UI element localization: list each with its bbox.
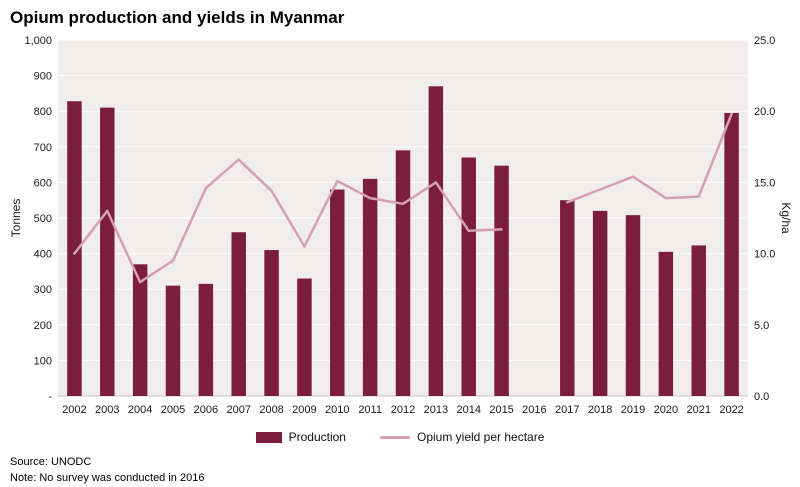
chart-legend: Production Opium yield per hectare [8,427,792,447]
production-bar-2011 [362,179,378,397]
production-bar-2012 [395,150,411,397]
production-bar-2018 [592,211,608,397]
left-tick-label: 500 [34,213,52,225]
x-tick-label: 2005 [161,404,185,416]
production-bar-2019 [625,215,641,397]
left-tick-label: 300 [34,285,52,297]
left-tick-label: 400 [34,249,52,261]
x-tick-label: 2021 [686,404,710,416]
chart-footnotes: Source: UNODC Note: No survey was conduc… [10,455,792,486]
left-tick-label: 700 [34,142,52,154]
yield-line [566,113,733,204]
production-bar-2010 [330,189,345,397]
x-tick-label: 2022 [719,404,743,416]
yield-line [73,158,503,284]
right-tick-label: 0.0 [754,391,769,403]
production-swatch-icon [255,431,282,443]
production-yield-chart: - 100 200 300 400 500 600 700 800 900 1,000 0.0 5.0 1… [9,35,793,416]
yield-line-swatch-icon [379,435,410,439]
production-bar-2015 [494,166,509,397]
production-bar-2006 [198,284,214,397]
production-bar-2004 [132,264,148,397]
right-tick-label: 5.0 [754,320,769,332]
x-tick-label: 2011 [358,404,382,416]
production-bar-2008 [264,250,279,397]
x-tick-label: 2020 [654,404,678,416]
production-bar-2021 [691,245,706,397]
x-tick-label: 2010 [325,404,349,416]
source-note: Source: UNODC [10,456,92,469]
production-bar-2005 [165,286,181,397]
production-bar-2003 [100,108,115,397]
left-tick-label: 1,000 [24,35,52,47]
x-tick-label: 2013 [424,404,448,416]
left-tick-label: 200 [34,320,52,332]
legend-label-production: Production [288,430,346,445]
production-bar-2013 [428,86,444,397]
x-tick-label: 2007 [226,404,250,416]
right-tick-label: 25.0 [754,35,775,47]
production-bar-2002 [67,101,82,397]
legend-item-yield: Opium yield per hectare [379,430,545,445]
production-bar-2007 [231,232,246,397]
left-tick-label: - [48,391,52,403]
x-tick-label: 2002 [62,404,86,416]
x-tick-label: 2003 [95,404,119,416]
production-bar-2017 [560,200,575,397]
x-tick-label: 2015 [489,404,513,416]
right-tick-label: 10.0 [754,249,775,261]
left-tick-label: 900 [34,71,52,83]
x-tick-label: 2004 [128,404,152,416]
right-tick-label: 15.0 [754,178,775,190]
left-tick-label: 800 [34,107,52,119]
x-tick-label: 2018 [588,404,612,416]
x-tick-label: 2016 [522,404,546,416]
chart-title: Opium production and yields in Myanmar [10,8,345,27]
x-tick-label: 2006 [194,404,218,416]
x-tick-label: 2012 [391,404,415,416]
x-tick-label: 2019 [621,404,645,416]
right-axis-title: Kg/ha [779,203,792,235]
production-bar-2022 [724,113,739,397]
left-tick-label: 600 [34,178,52,190]
x-tick-label: 2009 [292,404,316,416]
legend-label-yield: Opium yield per hectare [416,430,545,445]
production-bar-2014 [461,157,476,397]
legend-item-production: Production [255,430,346,445]
left-axis-title: Tonnes [9,199,23,238]
x-tick-label: 2017 [555,404,579,416]
x-tick-label: 2014 [456,404,480,416]
right-tick-label: 20.0 [754,107,775,119]
production-bar-2020 [658,252,674,397]
left-tick-label: 100 [34,356,52,368]
survey-note: Note: No survey was conducted in 2016 [10,471,205,484]
production-bar-2009 [297,278,312,397]
x-tick-label: 2008 [259,404,283,416]
